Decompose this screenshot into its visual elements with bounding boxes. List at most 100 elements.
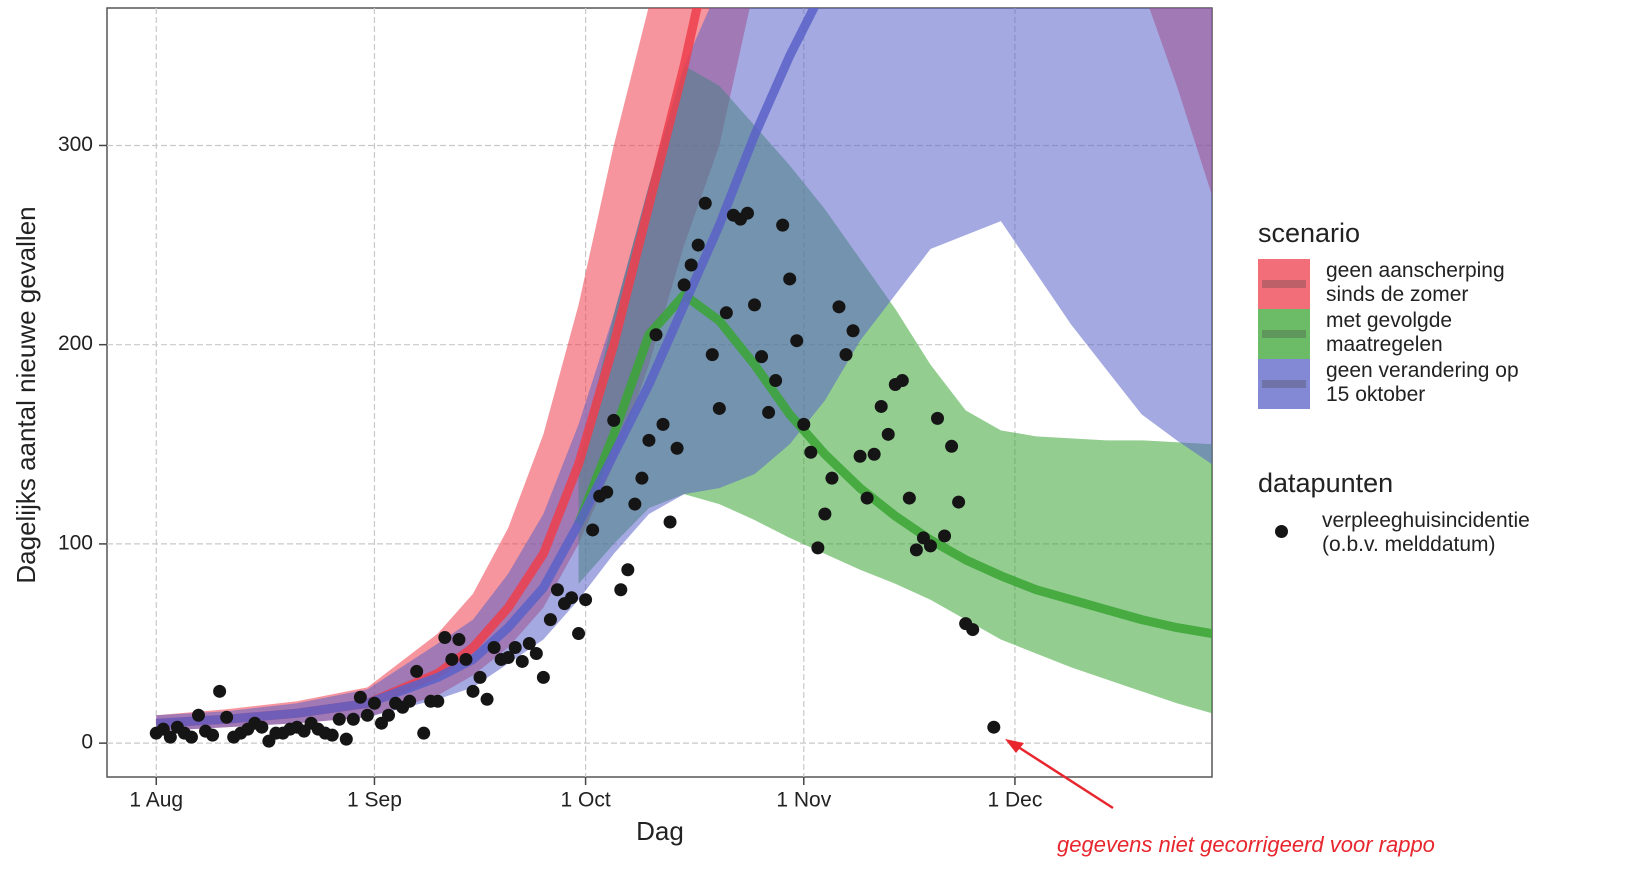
legend-scenario: scenario geen aanscherping sinds de zome… bbox=[1258, 218, 1558, 409]
point bbox=[438, 631, 452, 645]
legend-swatch bbox=[1258, 309, 1310, 359]
point bbox=[670, 441, 684, 455]
point bbox=[536, 670, 550, 684]
point bbox=[543, 613, 557, 627]
point bbox=[191, 708, 205, 722]
point bbox=[339, 732, 353, 746]
point bbox=[740, 206, 754, 220]
legend-entry: met gevolgde maatregelen bbox=[1258, 309, 1558, 359]
annotation: gegevens niet gecorrigeerd voor rappo bbox=[1057, 832, 1435, 857]
point bbox=[804, 445, 818, 459]
annotation-arrow bbox=[1011, 741, 1114, 810]
x-tick-label: 1 Sep bbox=[347, 789, 402, 812]
point bbox=[529, 646, 543, 660]
point bbox=[755, 350, 769, 364]
y-axis-label: Dagelijks aantal nieuwe gevallen bbox=[11, 206, 41, 583]
point bbox=[825, 471, 839, 485]
band bbox=[156, 8, 1212, 732]
point bbox=[367, 696, 381, 710]
point bbox=[628, 497, 642, 511]
point bbox=[748, 298, 762, 312]
point bbox=[663, 515, 677, 529]
y-tick-label: 200 bbox=[58, 332, 93, 355]
x-axis-label: Dag bbox=[636, 816, 684, 846]
point bbox=[480, 692, 494, 706]
point bbox=[410, 664, 424, 678]
annotation-arrowhead bbox=[1005, 739, 1024, 753]
point bbox=[853, 449, 867, 463]
point bbox=[550, 583, 564, 597]
legend-entry: geen verandering op 15 oktober bbox=[1258, 359, 1558, 409]
point bbox=[895, 374, 909, 388]
legend-entry: verpleeghuisincidentie (o.b.v. melddatum… bbox=[1258, 509, 1558, 559]
legend-line bbox=[1262, 280, 1306, 288]
point bbox=[459, 652, 473, 666]
y-tick-label: 0 bbox=[81, 731, 93, 754]
point bbox=[952, 495, 966, 509]
point bbox=[353, 690, 367, 704]
point bbox=[635, 471, 649, 485]
point bbox=[698, 196, 712, 210]
point bbox=[712, 401, 726, 415]
point bbox=[902, 491, 916, 505]
legend-label: verpleeghuisincidentie (o.b.v. melddatum… bbox=[1322, 509, 1530, 556]
legend-points: datapunten verpleeghuisincidentie (o.b.v… bbox=[1258, 468, 1558, 559]
point bbox=[473, 670, 487, 684]
point bbox=[466, 684, 480, 698]
point bbox=[966, 623, 980, 637]
legend-label: geen verandering op 15 oktober bbox=[1326, 359, 1519, 406]
point bbox=[860, 491, 874, 505]
point bbox=[600, 485, 614, 499]
point bbox=[572, 627, 586, 641]
point bbox=[874, 399, 888, 413]
point bbox=[346, 712, 360, 726]
plot bbox=[149, 8, 1212, 748]
x-tick-label: 1 Nov bbox=[776, 789, 831, 812]
y-tick-label: 100 bbox=[58, 531, 93, 554]
point bbox=[579, 593, 593, 607]
point bbox=[325, 728, 339, 742]
legend-label: geen aanscherping sinds de zomer bbox=[1326, 259, 1505, 306]
axes: 0 100 200 300 1 Aug 1 Sep 1 Oct 1 Nov 1 Dec bbox=[58, 133, 1042, 812]
point bbox=[417, 726, 431, 740]
point bbox=[938, 529, 952, 543]
point bbox=[206, 728, 220, 742]
point bbox=[881, 427, 895, 441]
legend-title: scenario bbox=[1258, 218, 1361, 248]
point bbox=[642, 433, 656, 447]
point bbox=[818, 507, 832, 521]
point bbox=[565, 591, 579, 605]
point bbox=[691, 238, 705, 252]
x-tick-label: 1 Dec bbox=[988, 789, 1043, 812]
point bbox=[220, 710, 234, 724]
point bbox=[255, 720, 269, 734]
point bbox=[705, 348, 719, 362]
point bbox=[522, 637, 536, 651]
point bbox=[909, 543, 923, 557]
point bbox=[832, 300, 846, 314]
point bbox=[931, 411, 945, 425]
point bbox=[839, 348, 853, 362]
point bbox=[621, 563, 635, 577]
point bbox=[382, 708, 396, 722]
point bbox=[213, 684, 227, 698]
point bbox=[184, 730, 198, 744]
point bbox=[762, 405, 776, 419]
point bbox=[586, 523, 600, 537]
legend-line bbox=[1262, 380, 1306, 388]
point bbox=[769, 374, 783, 388]
legend-label: met gevolgde maatregelen bbox=[1326, 309, 1453, 356]
point bbox=[607, 413, 621, 427]
x-tick-label: 1 Oct bbox=[561, 789, 611, 812]
legend-swatch bbox=[1258, 509, 1306, 555]
point bbox=[649, 328, 663, 342]
point bbox=[867, 447, 881, 461]
y-tick-label: 300 bbox=[58, 133, 93, 156]
point bbox=[403, 694, 417, 708]
legend-swatch bbox=[1258, 259, 1310, 309]
legend-entry: geen aanscherping sinds de zomer bbox=[1258, 259, 1558, 309]
point bbox=[797, 417, 811, 431]
legend-entries: geen aanscherping sinds de zomer met gevo… bbox=[1258, 259, 1558, 409]
